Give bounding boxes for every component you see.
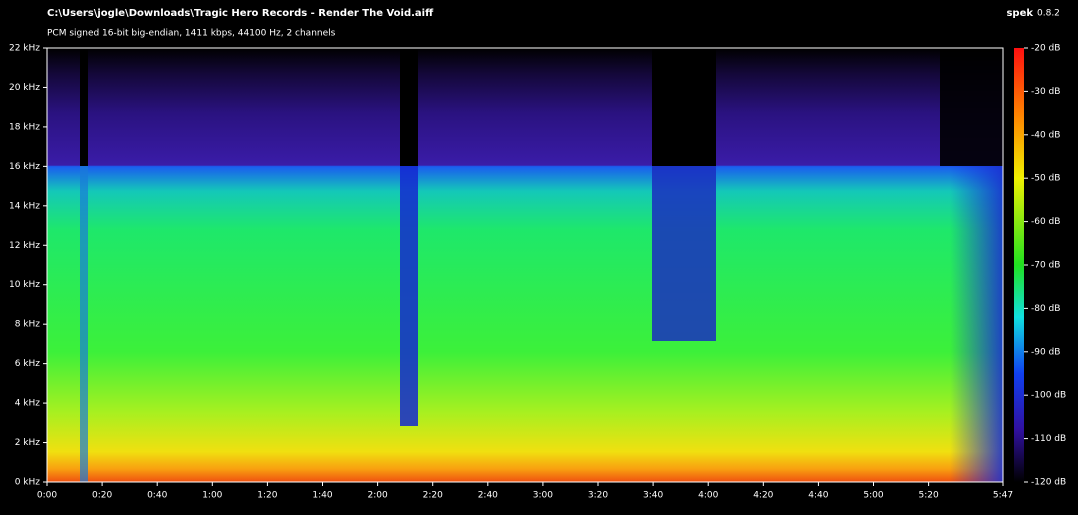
- quiet-band: [652, 48, 716, 166]
- y-tick-label: 12 kHz: [9, 241, 40, 251]
- spectrogram: [46, 47, 1004, 483]
- level-tick-label: -60 dB: [1031, 217, 1060, 227]
- app-name: spek: [1006, 8, 1033, 19]
- x-tick-label: 1:40: [312, 491, 332, 501]
- file-title: C:\Users\jogle\Downloads\Tragic Hero Rec…: [47, 8, 434, 19]
- quiet-band: [400, 48, 418, 166]
- y-tick-label: 16 kHz: [9, 162, 40, 172]
- stream-info: PCM signed 16-bit big-endian, 1411 kbps,…: [47, 29, 336, 39]
- x-tick-label: 3:00: [533, 491, 553, 501]
- y-tick-label: 18 kHz: [9, 122, 40, 132]
- x-tick-label: 4:40: [808, 491, 828, 501]
- level-tick-label: -20 dB: [1031, 44, 1060, 54]
- level-tick-label: -40 dB: [1031, 130, 1060, 140]
- y-tick-label: 4 kHz: [15, 399, 41, 409]
- y-tick-label: 0 kHz: [15, 478, 41, 488]
- x-tick-label: 4:00: [698, 491, 718, 501]
- x-tick-label: 2:20: [423, 491, 443, 501]
- plot-frame: [46, 47, 1004, 483]
- y-tick-label: 22 kHz: [9, 44, 40, 54]
- y-tick-label: 8 kHz: [15, 320, 41, 330]
- x-tick-label: 3:20: [588, 491, 608, 501]
- spectrum-image: [47, 48, 1003, 482]
- level-tick-label: -50 dB: [1031, 174, 1060, 184]
- fade-out: [950, 166, 1003, 482]
- level-tick-label: -80 dB: [1031, 304, 1060, 314]
- quiet-band: [80, 48, 88, 166]
- y-tick-label: 6 kHz: [15, 359, 41, 369]
- level-colorbar: [1014, 48, 1024, 482]
- level-tick-label: -30 dB: [1031, 87, 1060, 97]
- x-tick-label: 2:40: [478, 491, 498, 501]
- y-tick-label: 10 kHz: [9, 280, 40, 290]
- level-tick-label: -70 dB: [1031, 261, 1060, 271]
- level-tick-label: -120 dB: [1031, 478, 1066, 488]
- y-tick-label: 14 kHz: [9, 201, 40, 211]
- x-tick-label: 5:20: [919, 491, 939, 501]
- quiet-band: [940, 48, 1003, 166]
- x-tick-label: 4:20: [753, 491, 773, 501]
- filtered-band: [652, 166, 716, 341]
- x-tick-label: 0:00: [37, 491, 57, 501]
- x-tick-label: 5:47: [993, 491, 1013, 501]
- x-tick-label: 2:00: [367, 491, 387, 501]
- level-tick-label: -90 dB: [1031, 347, 1060, 357]
- x-tick-label: 5:00: [863, 491, 883, 501]
- x-tick-label: 1:20: [257, 491, 277, 501]
- x-tick-label: 0:40: [147, 491, 167, 501]
- app-version: 0.8.2: [1037, 9, 1060, 19]
- level-tick-label: -100 dB: [1031, 391, 1066, 401]
- y-tick-label: 20 kHz: [9, 83, 40, 93]
- quiet-band: [400, 166, 418, 426]
- y-tick-label: 2 kHz: [15, 438, 41, 448]
- level-tick-label: -110 dB: [1031, 434, 1066, 444]
- x-tick-label: 3:40: [643, 491, 663, 501]
- x-tick-label: 1:00: [202, 491, 222, 501]
- x-tick-label: 0:20: [92, 491, 112, 501]
- quiet-band: [80, 166, 88, 482]
